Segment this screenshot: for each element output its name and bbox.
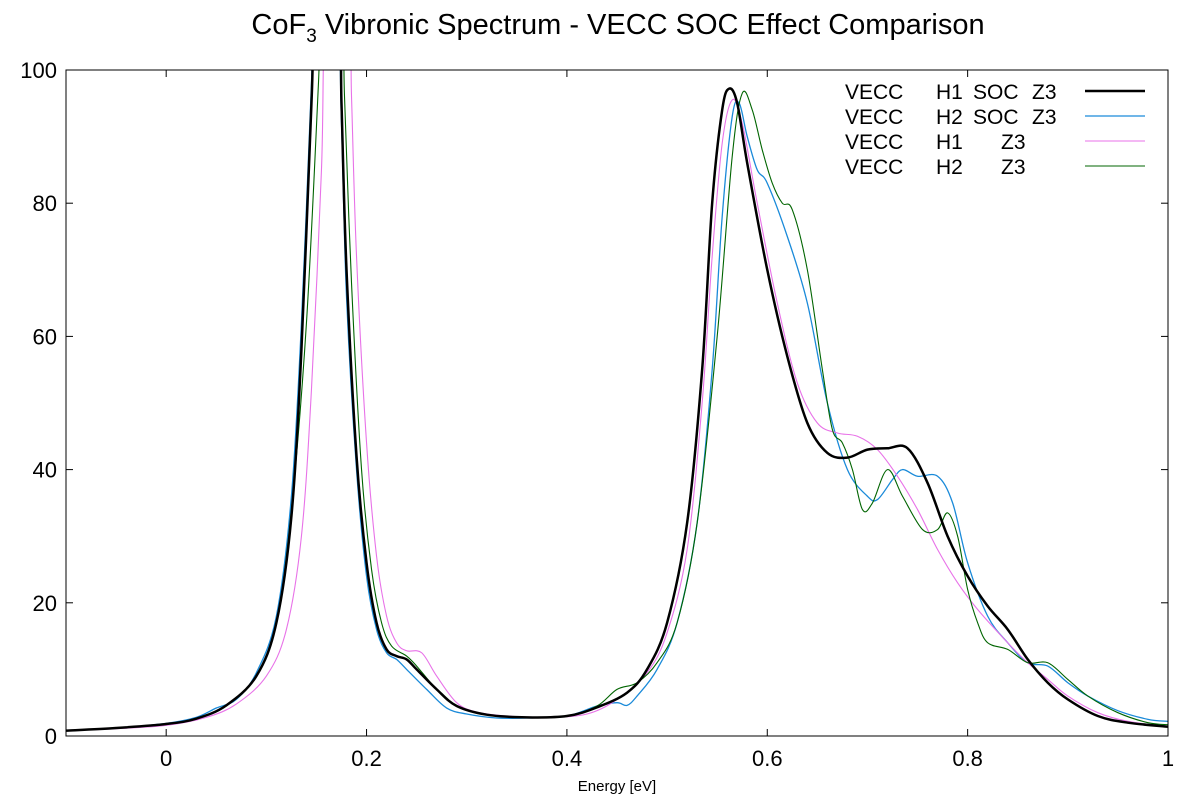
x-tick-label: 0.8 <box>952 746 983 771</box>
legend-label: Z3 <box>1032 106 1057 129</box>
x-tick-label: 1 <box>1162 746 1174 771</box>
legend-label: H2 <box>936 106 963 129</box>
legend-label: H2 <box>936 156 963 179</box>
legend-label: H1 <box>936 131 963 154</box>
legend-label: H1 <box>936 81 963 104</box>
series-lines <box>66 70 1168 732</box>
x-tick-label: 0.2 <box>351 746 382 771</box>
plot-frame <box>65 69 1169 737</box>
x-tick-label: 0.6 <box>752 746 783 771</box>
y-tick-label: 60 <box>33 324 57 349</box>
legend-label: VECC <box>845 131 903 154</box>
legend-label: SOC <box>973 81 1019 104</box>
legend-entry-2: VECC H2 SOC Z3 <box>845 106 1145 129</box>
legend-label: Z3 <box>1001 131 1026 154</box>
legend-entry-1: VECC H1 SOC Z3 <box>845 81 1145 104</box>
y-tick-label: 20 <box>33 591 57 616</box>
legend-label: VECC <box>845 106 903 129</box>
legend-label: Z3 <box>1032 81 1057 104</box>
legend-label: SOC <box>973 106 1019 129</box>
y-tick-label: 100 <box>20 58 57 83</box>
series-line-4 <box>66 70 1168 732</box>
legend-entry-3: VECC H1 Z3 <box>845 131 1145 154</box>
y-tick-label: 0 <box>45 724 57 749</box>
x-tick-label: 0 <box>160 746 172 771</box>
legend-label: Z3 <box>1001 156 1026 179</box>
chart-title: CoF3 Vibronic Spectrum - VECC SOC Effect… <box>251 9 984 47</box>
x-tick-label: 0.4 <box>552 746 583 771</box>
legend-entry-4: VECC H2 Z3 <box>845 156 1145 179</box>
y-tick-label: 40 <box>33 458 57 483</box>
series-line-1 <box>66 70 1168 732</box>
y-tick-label: 80 <box>33 191 57 216</box>
legend-label: VECC <box>845 81 903 104</box>
axis-ticks: 0 0.2 0.4 0.6 0.8 1 0 20 40 60 80 100 <box>20 58 1174 771</box>
x-axis-label: Energy [eV] <box>578 778 656 795</box>
legend-label: VECC <box>845 156 903 179</box>
